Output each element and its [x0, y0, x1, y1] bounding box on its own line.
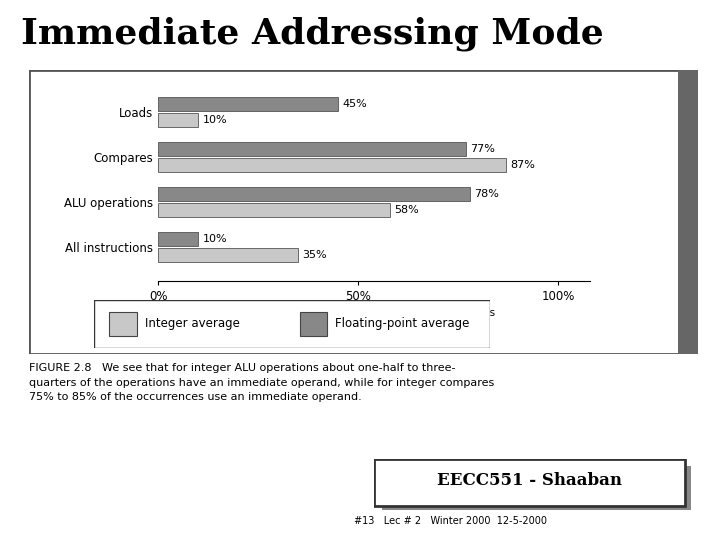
Text: 78%: 78%	[474, 189, 499, 199]
Bar	[158, 158, 506, 172]
Bar	[158, 113, 199, 127]
Text: 35%: 35%	[302, 250, 327, 260]
Bar	[158, 203, 390, 218]
Bar	[300, 312, 328, 336]
Text: Integer average: Integer average	[145, 318, 240, 330]
Text: 77%: 77%	[470, 144, 495, 154]
Bar	[158, 248, 298, 262]
Bar	[158, 232, 199, 246]
Text: Floating-point average: Floating-point average	[336, 318, 469, 330]
X-axis label: Percentage of operations that use immediates: Percentage of operations that use immedi…	[253, 308, 495, 319]
Text: 10%: 10%	[202, 115, 227, 125]
Text: 45%: 45%	[343, 99, 367, 109]
Text: 58%: 58%	[395, 205, 419, 215]
Text: 87%: 87%	[510, 160, 535, 170]
Text: Immediate Addressing Mode: Immediate Addressing Mode	[21, 16, 604, 51]
Text: FIGURE 2.8   We see that for integer ALU operations about one-half to three-
qua: FIGURE 2.8 We see that for integer ALU o…	[29, 363, 494, 402]
Text: 10%: 10%	[202, 234, 227, 244]
Bar	[158, 97, 338, 111]
Text: EECC551 - Shaaban: EECC551 - Shaaban	[437, 472, 622, 489]
Bar	[158, 187, 470, 201]
Bar	[678, 70, 698, 354]
Text: #13   Lec # 2   Winter 2000  12-5-2000: #13 Lec # 2 Winter 2000 12-5-2000	[354, 516, 546, 526]
Bar	[158, 142, 467, 156]
Bar	[109, 312, 138, 336]
